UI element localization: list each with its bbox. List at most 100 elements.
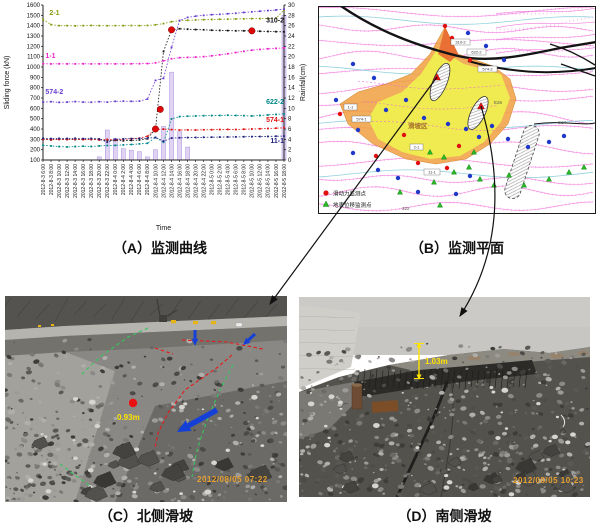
series-marker <box>154 79 157 82</box>
series-marker <box>275 47 277 50</box>
series-marker <box>146 135 149 138</box>
series-marker <box>275 9 277 11</box>
series-marker <box>194 136 197 139</box>
series-marker <box>218 128 221 131</box>
series-marker <box>259 114 261 117</box>
series-marker <box>267 30 269 33</box>
series-marker <box>170 57 173 60</box>
series-marker <box>138 24 141 27</box>
series-marker <box>218 136 221 138</box>
x-axis-tick-label: 2012-8-5 8:00 <box>242 164 248 195</box>
x-axis-tick-label: 2012-8-4 10:00 <box>153 164 159 198</box>
series-marker <box>178 115 181 118</box>
movement-arrow <box>177 420 192 432</box>
map-label-e26: E26 <box>494 100 503 105</box>
rainfall-bar <box>169 71 174 161</box>
x-axis-tick-label: 2012-8-5 2:00 <box>218 164 224 195</box>
series-marker <box>250 135 253 138</box>
legend-red-dot-icon <box>323 190 329 196</box>
x-axis-tick-label: 2012-8-3 16:00 <box>81 164 87 198</box>
series-marker <box>202 14 205 17</box>
right-axis-tick-label: 16 <box>288 75 295 81</box>
series-marker <box>186 115 189 118</box>
point-id-label: 622-2 <box>471 50 482 55</box>
borehole-point <box>465 30 471 36</box>
series-marker <box>98 24 101 27</box>
series-marker <box>106 144 109 147</box>
monitoring-post <box>351 384 363 410</box>
y-axis-tick-label: 600 <box>30 106 41 112</box>
road-line <box>337 3 597 61</box>
series-marker <box>267 47 269 50</box>
series-marker <box>82 137 85 140</box>
series-marker <box>283 135 285 138</box>
series-marker <box>242 114 245 117</box>
series-marker <box>275 113 277 116</box>
series-marker <box>90 63 93 65</box>
series-marker <box>226 114 229 117</box>
series-marker <box>146 137 149 140</box>
borehole-point <box>525 144 531 150</box>
series-marker <box>259 17 261 20</box>
series-marker <box>162 22 165 25</box>
movement-arrow <box>243 337 251 345</box>
scarp-face <box>354 360 537 397</box>
series-marker <box>50 23 52 26</box>
series-marker <box>234 135 237 138</box>
road-line <box>560 63 596 77</box>
series-marker <box>275 17 277 20</box>
x-axis-tick-label: 2012-8-3 12:00 <box>65 164 71 198</box>
right-axis-tick-label: 30 <box>288 3 295 9</box>
series-marker <box>186 28 189 31</box>
borehole-point <box>395 175 401 181</box>
series-marker <box>146 24 149 27</box>
right-axis-tick-label: 4 <box>288 137 292 143</box>
series-marker <box>162 140 165 143</box>
borehole-point <box>403 97 409 103</box>
series-marker <box>138 100 141 102</box>
x-axis-tick-label: 2012-8-3 8:00 <box>49 164 55 195</box>
x-axis-tick-label: 2012-8-3 20:00 <box>97 164 103 198</box>
series-marker <box>90 138 93 141</box>
series-marker <box>234 12 237 15</box>
contour-line <box>495 21 596 29</box>
rainfall-bar <box>113 138 118 161</box>
series-marker <box>202 18 205 21</box>
caption-panel-a: （A）监测曲线 <box>112 240 208 256</box>
y-axis-tick-label: 1600 <box>27 3 41 9</box>
series-marker <box>202 136 205 139</box>
x-axis-tick-label: 2012-8-4 12:00 <box>161 164 167 198</box>
series-marker <box>210 54 213 57</box>
series-marker <box>130 62 133 65</box>
series-marker <box>162 128 165 131</box>
series-marker <box>267 114 269 116</box>
series-marker <box>275 30 277 33</box>
dump-truck <box>171 320 176 324</box>
series-marker <box>114 24 117 27</box>
series-marker <box>194 56 197 58</box>
borehole-point <box>333 97 339 103</box>
x-axis-tick-label: 2012-8-3 14:00 <box>73 164 79 198</box>
borehole-point <box>489 123 495 129</box>
series-marker <box>259 127 261 130</box>
series-marker <box>154 23 157 26</box>
series-marker <box>98 138 101 140</box>
series-marker <box>283 8 285 11</box>
series-marker <box>202 55 205 58</box>
x-axis-tick-label: 2012-8-5 10:00 <box>250 164 256 198</box>
series-marker <box>186 16 189 19</box>
series-marker <box>42 101 44 104</box>
rainfall-bar <box>185 146 190 161</box>
series-marker <box>42 18 44 21</box>
right-axis-tick-label: 12 <box>288 96 295 102</box>
series-marker <box>74 138 77 141</box>
series-marker <box>122 139 125 142</box>
series-marker <box>146 98 149 100</box>
series-marker <box>186 19 189 22</box>
series-marker <box>82 101 85 104</box>
series-marker <box>74 24 77 27</box>
y-axis-tick-label: 400 <box>30 127 41 133</box>
series-marker <box>178 129 181 131</box>
x-axis-tick-label: 2012-8-4 20:00 <box>193 164 199 198</box>
